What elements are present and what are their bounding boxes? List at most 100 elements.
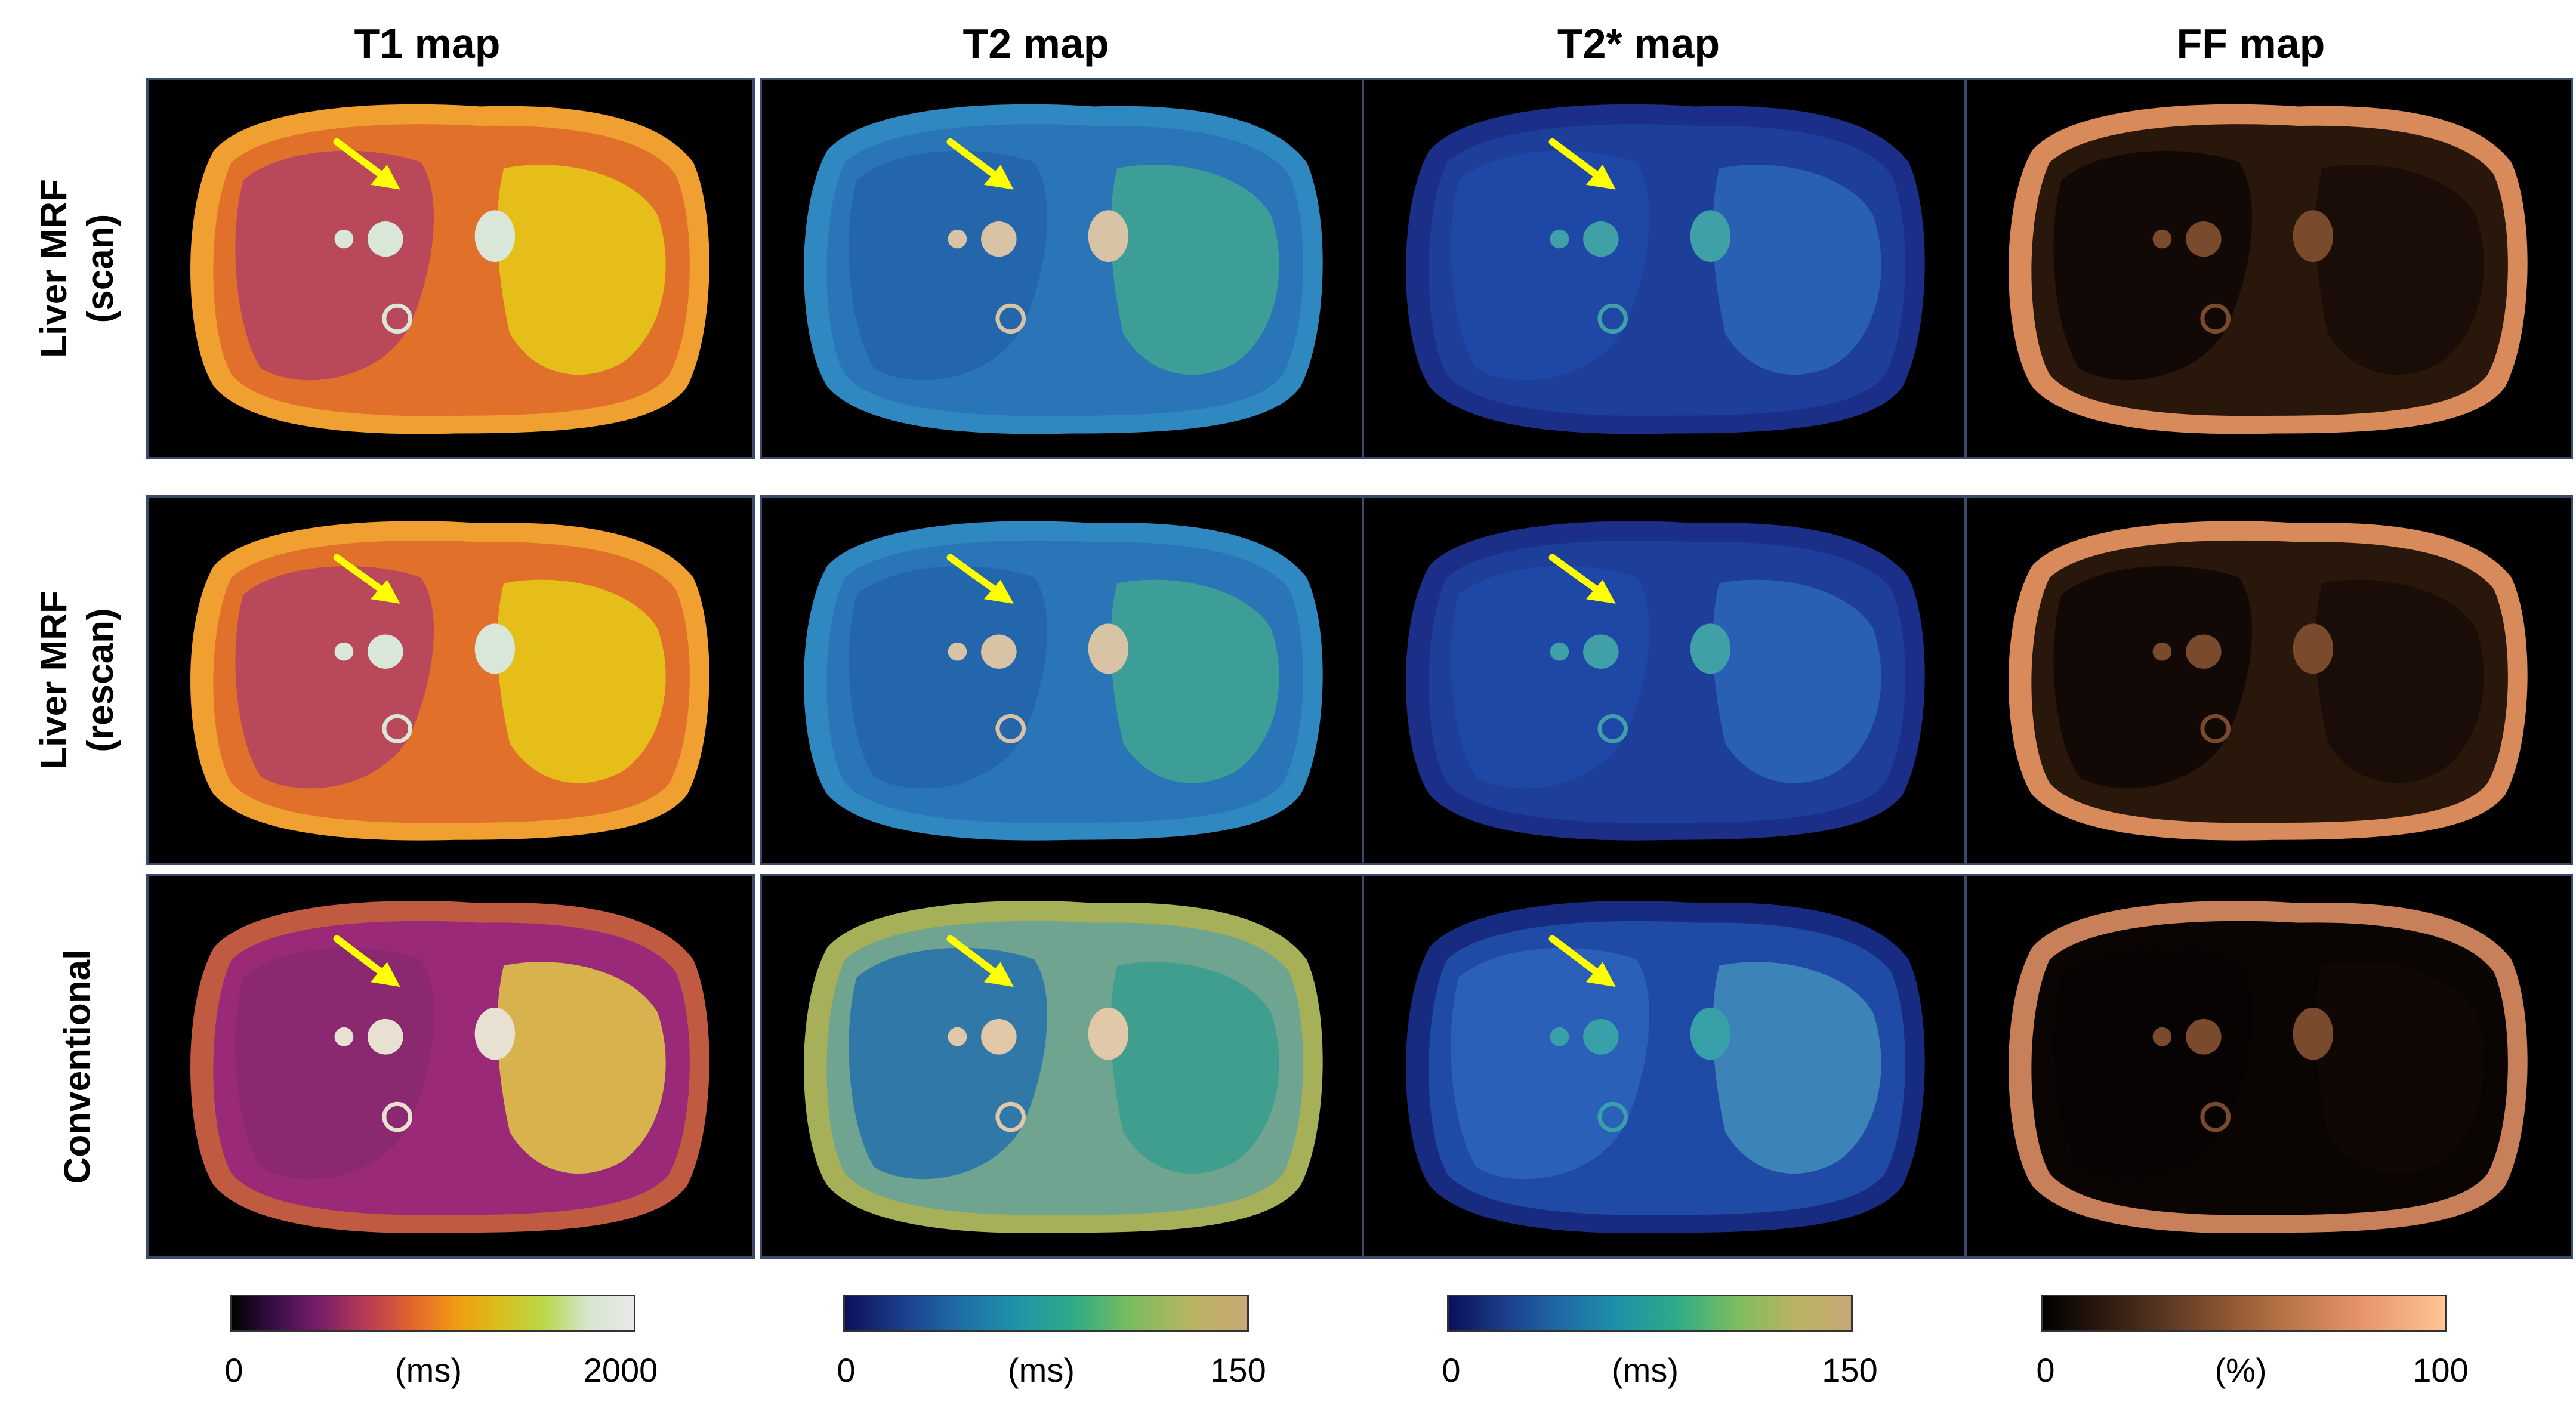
vessel-blob xyxy=(1088,210,1129,263)
spine-ring xyxy=(1597,1101,1628,1132)
arrow-shaft xyxy=(1548,138,1603,181)
spleen-region xyxy=(2315,165,2484,375)
colorbar-t1-min: 0 xyxy=(224,1351,243,1389)
column-title-t2star: T2* map xyxy=(1557,20,1720,67)
colorbar-ff xyxy=(2041,1295,2447,1332)
spine-ring xyxy=(1597,303,1628,334)
arrow-shaft xyxy=(1548,554,1603,595)
spine-ring xyxy=(1597,714,1628,743)
spleen-region xyxy=(497,165,666,375)
aorta-vessel xyxy=(981,634,1017,669)
aorta-vessel xyxy=(1583,221,1619,257)
arrow-shaft xyxy=(1548,935,1603,978)
panel-t2-conventional xyxy=(760,874,1368,1259)
aorta-vessel xyxy=(1583,634,1619,669)
aorta-vessel xyxy=(1583,1018,1619,1055)
panel-t1-rescan xyxy=(146,495,755,865)
spine-ring xyxy=(995,1101,1026,1132)
colorbar-t2-min: 0 xyxy=(837,1351,856,1389)
aorta-vessel xyxy=(368,221,403,257)
colorbar-t2star-min: 0 xyxy=(1442,1351,1461,1389)
vessel-blob xyxy=(2293,210,2334,263)
spine-ring xyxy=(2200,303,2231,334)
arrow-head xyxy=(984,962,1014,987)
vessel-small xyxy=(1550,642,1569,661)
spleen-region xyxy=(497,962,666,1174)
arrow-head xyxy=(371,165,400,190)
colorbar-t1-max: 2000 xyxy=(583,1351,658,1389)
vessel-small xyxy=(1550,229,1569,249)
arrow-head xyxy=(984,579,1014,604)
colorbar-ff-max: 100 xyxy=(2413,1351,2469,1389)
arrow-shaft xyxy=(333,554,388,595)
row-label-scan-line2: (scan) xyxy=(80,214,121,323)
spleen-region xyxy=(1713,579,1881,783)
panel-t2-scan xyxy=(760,78,1368,459)
arrow-head xyxy=(1586,579,1616,604)
aorta-vessel xyxy=(2186,221,2222,257)
vessel-small xyxy=(2152,642,2172,661)
arrow-head xyxy=(371,962,400,987)
arrow-shaft xyxy=(946,138,1001,181)
aorta-vessel xyxy=(368,1018,403,1055)
panel-ff-scan xyxy=(1964,78,2573,459)
aorta-vessel xyxy=(2186,1018,2222,1055)
spine-ring xyxy=(995,303,1026,334)
vessel-blob xyxy=(2293,623,2334,674)
spine-ring xyxy=(382,1101,413,1132)
column-title-t2: T2 map xyxy=(962,20,1109,67)
spleen-region xyxy=(1110,165,1279,375)
panel-t2-rescan xyxy=(760,495,1368,865)
vessel-small xyxy=(2152,1027,2172,1046)
vessel-small xyxy=(334,229,354,249)
spine-ring xyxy=(2200,714,2231,743)
row-label-conventional: Conventional xyxy=(18,874,137,1259)
vessel-small xyxy=(334,642,354,661)
colorbar-t2star-unit: (ms) xyxy=(1612,1351,1679,1389)
spine-ring xyxy=(382,714,413,743)
row-label-rescan: Liver MRF (rescan) xyxy=(18,495,137,865)
vessel-blob xyxy=(474,210,516,263)
aorta-vessel xyxy=(981,221,1017,257)
vessel-small xyxy=(948,642,967,661)
colorbar-t2star-max: 150 xyxy=(1822,1351,1878,1389)
aorta-vessel xyxy=(368,634,403,669)
arrow-shaft xyxy=(333,935,388,978)
aorta-vessel xyxy=(981,1018,1017,1055)
panel-ff-rescan xyxy=(1964,495,2573,865)
vessel-small xyxy=(2152,229,2172,249)
row-label-rescan-line2: (rescan) xyxy=(80,608,121,752)
spleen-region xyxy=(1110,579,1279,783)
colorbar-t1 xyxy=(230,1295,635,1332)
colorbar-t2star xyxy=(1447,1295,1853,1332)
vessel-blob xyxy=(2293,1007,2334,1060)
spine-ring xyxy=(2200,1101,2231,1132)
colorbar-t2-unit: (ms) xyxy=(1008,1351,1075,1389)
colorbar-ff-unit: (%) xyxy=(2214,1351,2267,1389)
arrow-shaft xyxy=(333,138,388,181)
panel-t2star-scan xyxy=(1362,78,1970,459)
vessel-blob xyxy=(1690,1007,1731,1060)
row-label-rescan-line1: Liver MRF xyxy=(33,591,75,770)
aorta-vessel xyxy=(2186,634,2222,669)
colorbar-ff-min: 0 xyxy=(2036,1351,2055,1389)
arrow-shaft xyxy=(946,935,1001,978)
colorbar-t1-unit: (ms) xyxy=(395,1351,462,1389)
column-title-t1: T1 map xyxy=(354,20,501,67)
spine-ring xyxy=(995,714,1026,743)
panel-t1-scan xyxy=(146,78,755,459)
vessel-blob xyxy=(1088,623,1129,674)
arrow-head xyxy=(1586,962,1616,987)
spine-ring xyxy=(382,303,413,334)
arrow-head xyxy=(1586,165,1616,190)
row-label-scan-line1: Liver MRF xyxy=(33,179,75,358)
row-label-scan: Liver MRF (scan) xyxy=(18,78,137,459)
vessel-small xyxy=(948,229,967,249)
spleen-region xyxy=(2315,962,2484,1174)
spleen-region xyxy=(1713,165,1881,375)
spleen-region xyxy=(2315,579,2484,783)
spleen-region xyxy=(1110,962,1279,1174)
arrow-head xyxy=(371,579,400,604)
vessel-small xyxy=(334,1027,354,1046)
spleen-region xyxy=(497,579,666,783)
